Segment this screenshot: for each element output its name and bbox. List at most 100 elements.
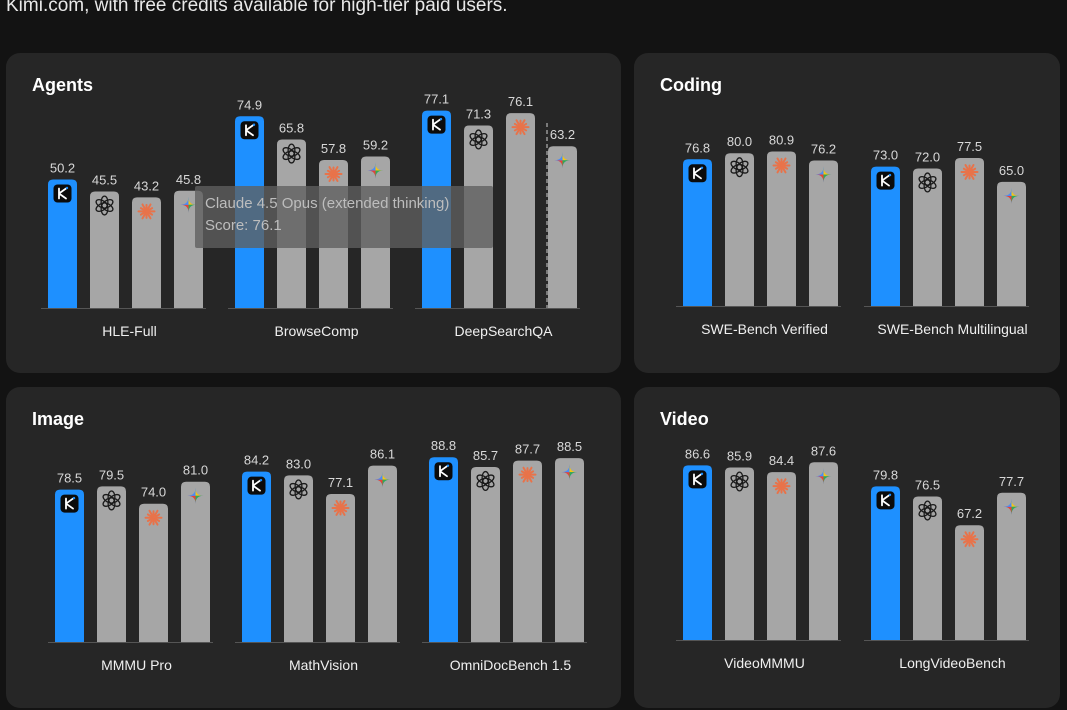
gemini-sparkle-icon	[180, 196, 197, 213]
value-label-browsecomp-claude: 57.8	[321, 141, 346, 156]
bar-longvideobench-kimi[interactable]	[871, 486, 900, 640]
bar-videommmu-kimi[interactable]	[683, 465, 712, 640]
value-label-deepsearchqa-claude: 76.1	[508, 94, 533, 109]
value-label-longvideobench-gpt: 76.5	[915, 478, 940, 493]
bar-swe-bench-multilingual-gpt[interactable]	[913, 168, 942, 306]
bar-omnidocbench-1-5-gpt[interactable]	[471, 466, 500, 642]
value-label-swe-bench-verified-kimi: 76.8	[685, 140, 710, 155]
panel-title-agents: Agents	[32, 75, 94, 95]
bar-longvideobench-claude[interactable]	[955, 525, 984, 640]
value-label-swe-bench-multilingual-kimi: 73.0	[873, 148, 898, 163]
claude-starburst-icon	[144, 509, 163, 526]
bar-mathvision-gemini[interactable]	[368, 465, 397, 642]
value-label-mmmu-pro-gemini: 81.0	[183, 463, 208, 478]
bar-omnidocbench-1-5-gemini[interactable]	[555, 458, 584, 642]
gemini-sparkle-icon	[367, 162, 384, 179]
bar-mmmu-pro-claude[interactable]	[139, 503, 168, 642]
claude-starburst-icon	[324, 166, 343, 182]
category-label-swe-bench-verified: SWE-Bench Verified	[701, 321, 828, 337]
bar-videommmu-gpt[interactable]	[725, 467, 754, 640]
openai-logo-icon	[730, 157, 749, 178]
group-omnidocbench-1-5: 88.8 85.7 87.7 88.5 OmniDocBench 1.5	[422, 438, 587, 673]
bar-longvideobench-gpt[interactable]	[913, 496, 942, 640]
panel-title-video: Video	[660, 409, 709, 429]
value-label-swe-bench-verified-claude: 80.9	[769, 132, 794, 147]
kimi-logo-icon	[240, 121, 259, 140]
value-label-hle-full-gemini: 45.8	[176, 172, 201, 187]
value-label-swe-bench-verified-gemini: 76.2	[811, 141, 836, 156]
bar-hle-full-kimi[interactable]	[48, 179, 77, 308]
chart-tooltip: Claude 4.5 Opus (extended thinking) Scor…	[195, 186, 493, 248]
bar-mmmu-pro-gemini[interactable]	[181, 481, 210, 642]
value-label-omnidocbench-1-5-claude: 87.7	[515, 442, 540, 457]
gemini-sparkle-icon	[187, 487, 204, 504]
openai-logo-icon	[95, 195, 114, 216]
openai-logo-icon	[469, 129, 488, 150]
gemini-sparkle-icon	[815, 468, 832, 485]
openai-logo-icon	[730, 471, 749, 492]
bar-mmmu-pro-gpt[interactable]	[97, 486, 126, 642]
category-label-mathvision: MathVision	[289, 657, 358, 673]
tooltip-model: Claude 4.5 Opus (extended thinking)	[205, 195, 450, 212]
group-longvideobench: 79.8 76.5 67.2 77.7 LongVideoBench	[864, 467, 1029, 671]
group-mathvision: 84.2 83.0 77.1 86.1 MathVision	[235, 447, 400, 673]
bar-mathvision-claude[interactable]	[326, 493, 355, 642]
bar-omnidocbench-1-5-kimi[interactable]	[429, 457, 458, 642]
value-label-hle-full-gpt: 45.5	[92, 173, 117, 188]
bar-swe-bench-multilingual-claude[interactable]	[955, 157, 984, 306]
bar-swe-bench-verified-gpt[interactable]	[725, 153, 754, 306]
bar-videommmu-claude[interactable]	[767, 472, 796, 640]
intro-text: Kimi.com, with free credits available fo…	[6, 0, 508, 16]
bar-swe-bench-verified-kimi[interactable]	[683, 159, 712, 306]
bar-swe-bench-verified-claude[interactable]	[767, 151, 796, 306]
video-panel: Video 86.6 85.9 84.4 87.6 VideoMMMU 79.8 76.5 6…	[634, 387, 1060, 708]
bar-swe-bench-verified-gemini[interactable]	[809, 160, 838, 306]
value-label-longvideobench-gemini: 77.7	[999, 474, 1024, 489]
value-label-browsecomp-gpt: 65.8	[279, 121, 304, 136]
openai-logo-icon	[476, 470, 495, 491]
value-label-mmmu-pro-gpt: 79.5	[99, 467, 124, 482]
value-label-mathvision-kimi: 84.2	[244, 453, 269, 468]
bar-deepsearchqa-gemini[interactable]	[548, 146, 577, 308]
claude-starburst-icon	[772, 157, 791, 174]
group-videommmu: 86.6 85.9 84.4 87.6 VideoMMMU	[676, 443, 841, 671]
bar-hle-full-claude[interactable]	[132, 197, 161, 308]
category-label-swe-bench-multilingual: SWE-Bench Multilingual	[877, 321, 1027, 337]
bar-videommmu-gemini[interactable]	[809, 462, 838, 640]
value-label-hle-full-kimi: 50.2	[50, 160, 75, 175]
category-label-hle-full: HLE-Full	[102, 323, 156, 339]
value-label-videommmu-kimi: 86.6	[685, 446, 710, 461]
bar-mmmu-pro-kimi[interactable]	[55, 489, 84, 642]
bar-swe-bench-multilingual-gemini[interactable]	[997, 181, 1026, 306]
kimi-logo-icon	[876, 491, 895, 510]
kimi-logo-icon	[688, 470, 707, 489]
category-label-longvideobench: LongVideoBench	[899, 655, 1005, 671]
value-label-hle-full-claude: 43.2	[134, 178, 159, 193]
bar-swe-bench-multilingual-kimi[interactable]	[871, 166, 900, 306]
gemini-sparkle-icon	[1003, 187, 1020, 204]
claude-starburst-icon	[511, 119, 530, 136]
agents-chart: 50.2 45.5 43.2 45.8 HLE-Full 74.9 65.8 57.8 59.2…	[41, 92, 580, 339]
bar-omnidocbench-1-5-claude[interactable]	[513, 460, 542, 642]
video-chart: 86.6 85.9 84.4 87.6 VideoMMMU 79.8 76.5 67.2 77.…	[676, 443, 1029, 671]
value-label-swe-bench-multilingual-gemini: 65.0	[999, 163, 1024, 178]
value-label-deepsearchqa-gpt: 71.3	[466, 106, 491, 121]
category-label-omnidocbench-1-5: OmniDocBench 1.5	[450, 657, 572, 673]
value-label-swe-bench-multilingual-claude: 77.5	[957, 139, 982, 154]
openai-logo-icon	[918, 172, 937, 193]
bar-hle-full-gpt[interactable]	[90, 191, 119, 308]
bar-longvideobench-gemini[interactable]	[997, 492, 1026, 640]
kimi-logo-icon	[53, 184, 72, 203]
claude-starburst-icon	[331, 500, 350, 516]
agents-panel: Agents 50.2 45.5 43.2 45.8 HLE-Full 74.9 65.8 5…	[6, 53, 621, 373]
gemini-sparkle-icon	[1003, 498, 1020, 515]
value-label-omnidocbench-1-5-gemini: 88.5	[557, 439, 582, 454]
value-label-videommmu-gemini: 87.6	[811, 443, 836, 458]
value-label-omnidocbench-1-5-kimi: 88.8	[431, 438, 456, 453]
value-label-mathvision-gpt: 83.0	[286, 456, 311, 471]
bar-mathvision-kimi[interactable]	[242, 471, 271, 642]
value-label-mmmu-pro-claude: 74.0	[141, 485, 166, 500]
bar-deepsearchqa-claude[interactable]	[506, 113, 535, 309]
group-swe-bench-multilingual: 73.0 72.0 77.5 65.0 SWE-Bench Multilingual	[864, 139, 1029, 337]
bar-mathvision-gpt[interactable]	[284, 475, 313, 642]
